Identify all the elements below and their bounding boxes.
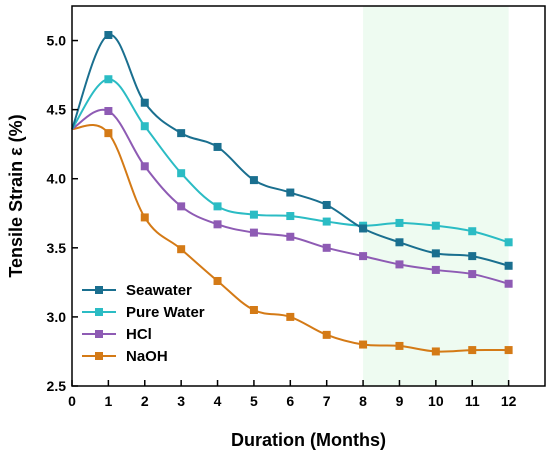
data-point: [286, 232, 295, 241]
data-point: [395, 260, 404, 269]
data-point: [177, 202, 186, 211]
data-point: [140, 122, 149, 131]
x-tick-label: 4: [214, 393, 222, 409]
legend-item-naoh: NaOH: [82, 348, 168, 365]
data-point: [104, 75, 113, 84]
data-point: [431, 265, 440, 274]
shaded-region: [363, 6, 509, 386]
data-point: [395, 218, 404, 227]
x-axis-title: Duration (Months): [231, 430, 386, 450]
data-point: [177, 169, 186, 178]
data-point: [504, 238, 513, 247]
series-seawater: [71, 31, 513, 270]
data-point: [431, 347, 440, 356]
x-tick-label: 8: [359, 393, 367, 409]
series-naoh: [71, 124, 513, 356]
legend-marker: [95, 352, 103, 360]
data-point: [140, 162, 149, 171]
y-tick-label: 3.5: [47, 240, 67, 256]
legend-item-hcl: HCl: [82, 326, 152, 343]
x-tick-label: 5: [250, 393, 258, 409]
x-tick-label: 11: [465, 393, 480, 409]
legend-label: NaOH: [126, 348, 168, 365]
data-point: [213, 276, 222, 285]
x-tick-label: 0: [68, 393, 76, 409]
series-layer: [71, 31, 513, 356]
data-point: [213, 142, 222, 151]
data-point: [468, 346, 477, 355]
legend-marker: [95, 330, 103, 338]
y-tick-label: 2.5: [47, 378, 67, 394]
data-point: [322, 217, 331, 226]
x-tick-label: 2: [141, 393, 149, 409]
data-point: [249, 210, 258, 219]
x-tick-label: 10: [428, 393, 444, 409]
data-point: [213, 202, 222, 211]
x-tick-label: 3: [177, 393, 185, 409]
data-point: [468, 270, 477, 279]
data-point: [504, 261, 513, 270]
legend-label: HCl: [126, 326, 152, 343]
legend-item-seawater: Seawater: [82, 282, 192, 299]
data-point: [359, 340, 368, 349]
data-point: [286, 188, 295, 197]
x-tick-label: 7: [323, 393, 331, 409]
x-tick-label: 1: [104, 393, 112, 409]
y-axis-title: Tensile Strain ε (%): [6, 114, 26, 277]
data-point: [322, 200, 331, 209]
data-point: [504, 346, 513, 355]
y-tick-label: 4.0: [47, 171, 67, 187]
plot-frame: [71, 5, 546, 387]
x-tick-label: 9: [396, 393, 404, 409]
legend-label: Seawater: [126, 282, 192, 299]
legend-item-pure-water: Pure Water: [82, 304, 205, 321]
legend-label: Pure Water: [126, 304, 205, 321]
legend-marker: [95, 308, 103, 316]
data-point: [322, 330, 331, 339]
y-axis-ticks: 2.5 3.0 3.5 4.0 4.5 5.0: [47, 33, 78, 394]
data-point: [104, 129, 113, 138]
x-tick-label: 12: [501, 393, 517, 409]
data-point: [395, 238, 404, 247]
legend-marker: [95, 286, 103, 294]
data-point: [104, 31, 113, 40]
data-point: [359, 224, 368, 233]
y-tick-label: 5.0: [47, 33, 67, 49]
data-point: [504, 279, 513, 288]
data-point: [104, 107, 113, 116]
data-point: [286, 212, 295, 221]
x-axis-ticks: 0 1 2 3 4 5 6 7 8 9 10 11 12: [68, 380, 517, 409]
data-point: [468, 252, 477, 261]
data-point: [140, 213, 149, 222]
data-point: [249, 228, 258, 237]
data-point: [177, 129, 186, 138]
data-point: [286, 312, 295, 321]
data-point: [140, 98, 149, 107]
data-point: [249, 306, 258, 314]
series-hcl: [71, 107, 513, 288]
data-point: [249, 176, 258, 185]
data-point: [431, 221, 440, 230]
legend: Seawater Pure Water HCl NaOH: [82, 282, 205, 365]
data-point: [177, 245, 186, 254]
data-point: [431, 249, 440, 258]
x-tick-label: 6: [286, 393, 294, 409]
y-tick-label: 3.0: [47, 309, 67, 325]
data-point: [395, 341, 404, 350]
data-point: [213, 220, 222, 229]
data-point: [468, 227, 477, 236]
data-point: [322, 243, 331, 252]
data-point: [359, 252, 368, 261]
y-tick-label: 4.5: [47, 102, 67, 118]
